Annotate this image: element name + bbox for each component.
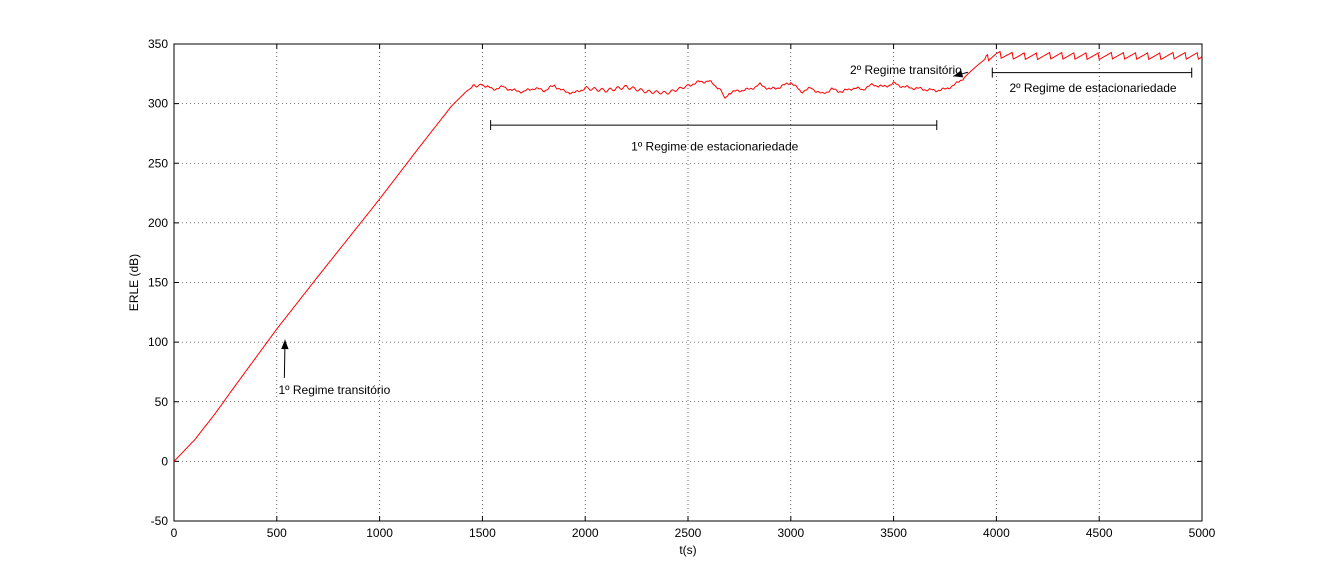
- y-tick-label: 50: [155, 395, 169, 409]
- grid: [174, 44, 1202, 521]
- annotations: 1º Regime transitório 2º Regime transitór…: [278, 63, 1193, 397]
- y-tick-label: -50: [151, 514, 169, 528]
- annotation-arrowhead: [953, 70, 964, 78]
- x-tick-label: 1500: [469, 526, 496, 540]
- annotation: 2º Regime transitório: [850, 63, 969, 78]
- annotation-label: 2º Regime de estacionariedade: [1009, 81, 1176, 95]
- y-tick-label: 100: [148, 335, 168, 349]
- tick-labels: 0 500 1000 1500 2000 2500 3000 3500 4000 4500 5000…: [148, 37, 1216, 540]
- x-tick-label: 3500: [880, 526, 907, 540]
- x-tick-label: 500: [267, 526, 287, 540]
- annotation-label: 1º Regime de estacionariedade: [631, 140, 798, 154]
- x-axis-label: t(s): [679, 543, 696, 557]
- x-tick-label: 4000: [983, 526, 1010, 540]
- x-tick-label: 2000: [572, 526, 599, 540]
- y-tick-label: 300: [148, 97, 168, 111]
- x-tick-label: 1000: [366, 526, 393, 540]
- annotation-label: 1º Regime transitório: [278, 383, 390, 397]
- y-axis-label: ERLE (dB): [127, 254, 141, 311]
- annotation: 2º Regime de estacionariedade: [991, 67, 1193, 95]
- x-tick-label: 5000: [1189, 526, 1216, 540]
- erle-series-line: [173, 50, 1203, 462]
- annotation-label: 2º Regime transitório: [850, 63, 962, 77]
- y-tick-label: 0: [161, 454, 168, 468]
- x-tick-label: 0: [171, 526, 178, 540]
- annotation-arrowhead: [281, 339, 289, 350]
- y-tick-label: 150: [148, 276, 168, 290]
- plot-frame: [173, 43, 1203, 522]
- annotation: 1º Regime de estacionariedade: [490, 120, 938, 154]
- y-tick-label: 350: [148, 37, 168, 51]
- x-tick-label: 4500: [1086, 526, 1113, 540]
- annotation: 1º Regime transitório: [278, 339, 391, 397]
- y-tick-label: 250: [148, 156, 168, 170]
- x-tick-label: 3000: [777, 526, 804, 540]
- axis-ticks: [173, 43, 1203, 522]
- y-tick-label: 200: [148, 216, 168, 230]
- x-tick-label: 2500: [675, 526, 702, 540]
